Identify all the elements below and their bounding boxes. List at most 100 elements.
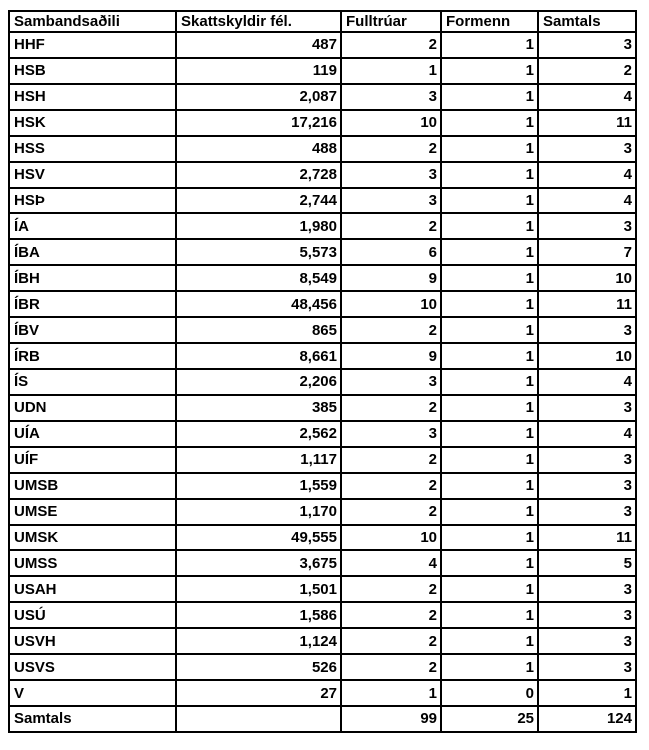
value-cell: 27 — [175, 679, 342, 707]
value-cell: 2,206 — [175, 367, 342, 396]
value-cell: 1 — [440, 316, 539, 345]
row-label-cell: USÚ — [8, 601, 177, 630]
row-label-cell: UMSB — [8, 471, 177, 500]
value-cell: 2 — [340, 212, 442, 241]
table-row: HHF 487 2 1 3 — [8, 31, 637, 59]
value-cell: 1 — [440, 108, 539, 137]
value-cell: 2 — [340, 471, 442, 500]
column-header-formenn: Formenn — [440, 10, 539, 33]
value-cell: 2,562 — [175, 419, 342, 448]
value-cell: 99 — [340, 704, 442, 734]
value-cell: 1,586 — [175, 601, 342, 630]
value-cell: 1 — [440, 342, 539, 370]
table-row: ÍS 2,206 3 1 4 — [8, 367, 637, 396]
table-row: ÍBR 48,456 10 1 11 — [8, 290, 637, 319]
row-label-cell: ÍS — [8, 367, 177, 396]
row-label-cell: HSS — [8, 134, 177, 163]
row-label-cell: ÍBV — [8, 316, 177, 345]
table-row: HSV 2,728 3 1 4 — [8, 160, 637, 189]
value-cell: 1,124 — [175, 627, 342, 656]
table-row: HSÞ 2,744 3 1 4 — [8, 186, 637, 215]
value-cell: 3 — [340, 82, 442, 111]
value-cell: 1 — [440, 419, 539, 448]
column-header-fulltruar: Fulltrúar — [340, 10, 442, 33]
value-cell: 1 — [440, 497, 539, 526]
value-cell: 3 — [537, 601, 637, 630]
table-row: UMSB 1,559 2 1 3 — [8, 471, 637, 500]
table-footer-row: Samtals 99 25 124 — [8, 704, 637, 734]
value-cell: 124 — [537, 704, 637, 734]
value-cell: 1 — [440, 445, 539, 474]
value-cell: 1 — [537, 679, 637, 707]
value-cell: 10 — [340, 290, 442, 319]
value-cell: 1 — [440, 238, 539, 267]
value-cell: 385 — [175, 393, 342, 422]
value-cell: 7 — [537, 238, 637, 267]
table-row: USAH 1,501 2 1 3 — [8, 575, 637, 604]
value-cell: 1,170 — [175, 497, 342, 526]
value-cell: 1 — [440, 367, 539, 396]
value-cell: 487 — [175, 31, 342, 59]
value-cell: 2 — [340, 601, 442, 630]
value-cell: 1 — [440, 627, 539, 656]
row-label-cell: HSK — [8, 108, 177, 137]
table-row: ÍA 1,980 2 1 3 — [8, 212, 637, 241]
value-cell: 3 — [537, 653, 637, 682]
row-label-cell: USAH — [8, 575, 177, 604]
value-cell: 1 — [440, 186, 539, 215]
value-cell: 4 — [537, 82, 637, 111]
value-cell: 3,675 — [175, 549, 342, 578]
row-label-cell: UÍA — [8, 419, 177, 448]
value-cell: 9 — [340, 264, 442, 293]
value-cell: 3 — [537, 575, 637, 604]
value-cell: 4 — [537, 186, 637, 215]
row-label-cell: ÍBH — [8, 264, 177, 293]
value-cell: 5,573 — [175, 238, 342, 267]
value-cell: 8,661 — [175, 342, 342, 370]
value-cell: 1 — [440, 393, 539, 422]
value-cell: 2 — [340, 134, 442, 163]
value-cell: 1 — [440, 601, 539, 630]
table-row: UÍF 1,117 2 1 3 — [8, 445, 637, 474]
value-cell: 1 — [440, 160, 539, 189]
row-label-cell: ÍA — [8, 212, 177, 241]
value-cell: 3 — [340, 186, 442, 215]
column-header-sambandsadili: Sambandsaðili — [8, 10, 177, 33]
value-cell: 1,980 — [175, 212, 342, 241]
value-cell: 1 — [440, 471, 539, 500]
row-label-cell: Samtals — [8, 704, 177, 734]
value-cell: 17,216 — [175, 108, 342, 137]
value-cell: 119 — [175, 56, 342, 85]
value-cell: 10 — [537, 342, 637, 370]
table-row: ÍRB 8,661 9 1 10 — [8, 342, 637, 370]
row-label-cell: HSV — [8, 160, 177, 189]
value-cell: 2 — [340, 653, 442, 682]
column-header-skattskyldir-fel: Skattskyldir fél. — [175, 10, 342, 33]
federation-members-table: Sambandsaðili Skattskyldir fél. Fulltrúa… — [8, 10, 637, 734]
value-cell: 1 — [440, 575, 539, 604]
value-cell: 4 — [537, 419, 637, 448]
value-cell: 9 — [340, 342, 442, 370]
row-label-cell: ÍRB — [8, 342, 177, 370]
value-cell: 4 — [537, 160, 637, 189]
value-cell: 10 — [537, 264, 637, 293]
value-cell: 1 — [440, 290, 539, 319]
value-cell: 1 — [440, 212, 539, 241]
table-body: HHF 487 2 1 3 HSB 119 1 1 2 HSH 2,087 3 1 4 HSK 17,216 10… — [8, 31, 637, 734]
table-row: UDN 385 2 1 3 — [8, 393, 637, 422]
value-cell: 526 — [175, 653, 342, 682]
value-cell: 3 — [537, 471, 637, 500]
row-label-cell: ÍBA — [8, 238, 177, 267]
value-cell: 49,555 — [175, 523, 342, 552]
value-cell: 3 — [340, 367, 442, 396]
value-cell: 3 — [537, 212, 637, 241]
table-row: UMSE 1,170 2 1 3 — [8, 497, 637, 526]
table-row: UMSS 3,675 4 1 5 — [8, 549, 637, 578]
value-cell: 48,456 — [175, 290, 342, 319]
value-cell: 2 — [340, 31, 442, 59]
value-cell: 8,549 — [175, 264, 342, 293]
row-label-cell: HSB — [8, 56, 177, 85]
value-cell — [175, 704, 342, 734]
value-cell: 3 — [537, 445, 637, 474]
table-header-row: Sambandsaðili Skattskyldir fél. Fulltrúa… — [8, 10, 637, 33]
